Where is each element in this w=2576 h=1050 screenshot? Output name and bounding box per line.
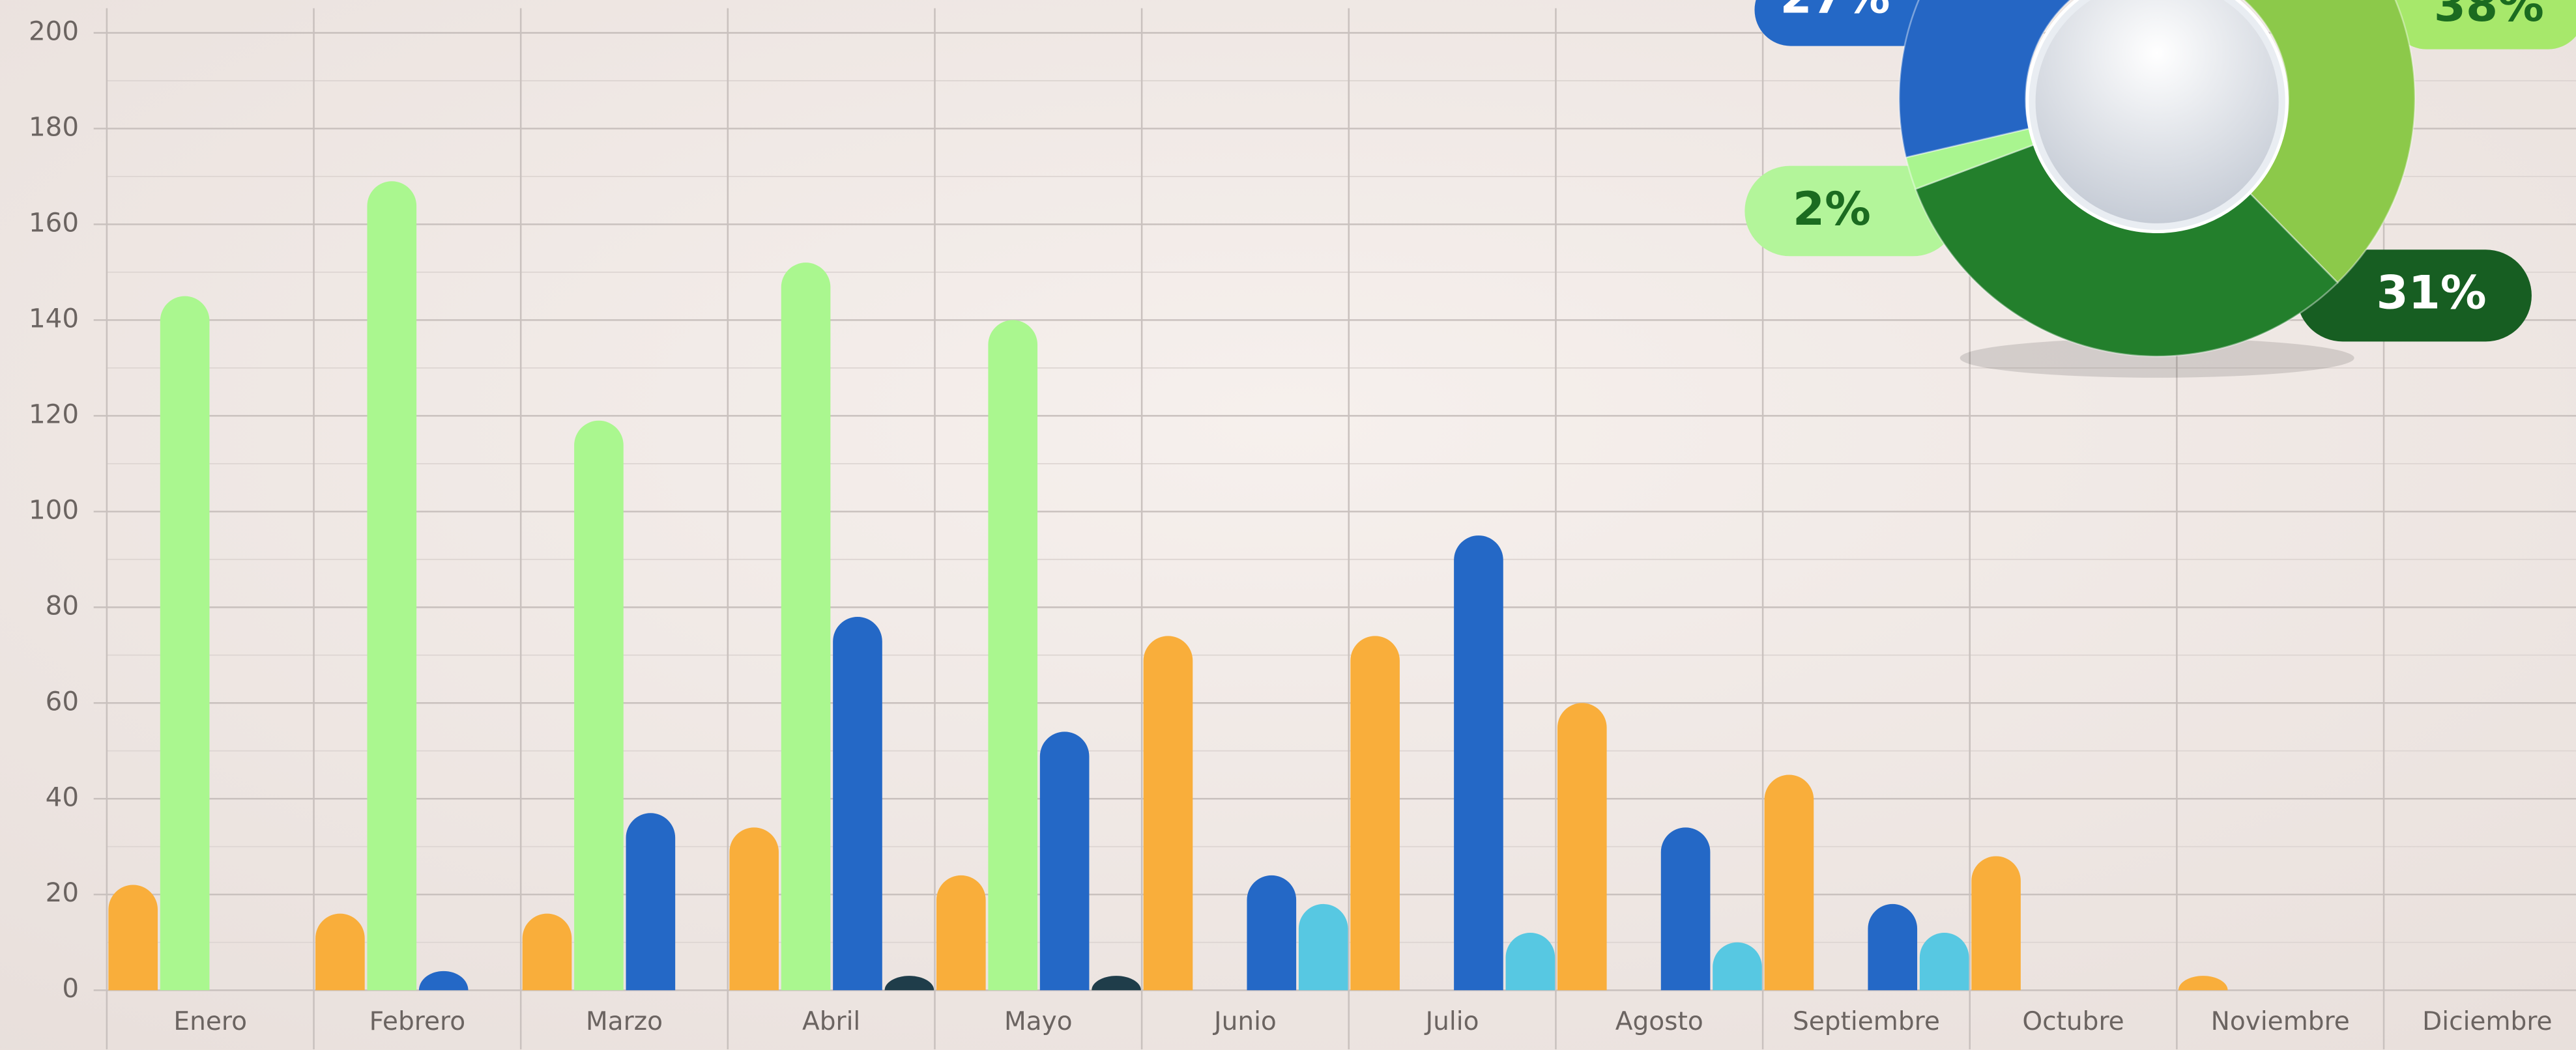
page: 0 20 40 60 80 100 120 140 160 180 200 Enero Febrero M… — [0, 0, 2576, 1050]
x-tick-label: Agosto — [1615, 1007, 1703, 1036]
x-tick-label: Septiembre — [1793, 1007, 1940, 1036]
bar — [1661, 827, 1711, 990]
bar — [729, 827, 779, 990]
bar — [160, 296, 210, 991]
x-tick-label: Enero — [173, 1007, 247, 1036]
bar — [1920, 933, 1969, 990]
y-tick-label: 20 — [46, 877, 79, 908]
bar — [1299, 904, 1348, 990]
y-tick-label: 100 — [29, 494, 79, 525]
slice-label: 2% — [1793, 182, 1871, 236]
bar — [1868, 904, 1917, 990]
x-tick-label: Julio — [1424, 1007, 1479, 1036]
bar — [315, 914, 365, 991]
bar — [367, 181, 416, 990]
slice-label: 38% — [2434, 0, 2544, 32]
x-tick-label: Abril — [802, 1007, 860, 1036]
x-tick-label: Marzo — [586, 1007, 663, 1036]
slice-label: 31% — [2377, 265, 2487, 319]
bar — [1765, 775, 1814, 991]
x-tick-label: Noviembre — [2211, 1007, 2350, 1036]
bar — [1454, 535, 1503, 990]
bar — [523, 914, 572, 991]
bar — [1144, 636, 1193, 990]
bar — [1557, 703, 1607, 990]
x-tick-label: Junio — [1212, 1007, 1277, 1036]
y-tick-label: 40 — [46, 782, 79, 812]
bar — [1350, 636, 1400, 990]
y-tick-label: 80 — [46, 590, 79, 621]
bar — [1971, 856, 2021, 990]
bar — [936, 875, 986, 990]
bar — [1247, 875, 1296, 990]
bar — [833, 617, 882, 990]
bar — [988, 320, 1037, 990]
bar — [1040, 731, 1090, 990]
y-tick-label: 140 — [29, 303, 79, 333]
bar — [1506, 933, 1556, 990]
bar — [781, 262, 831, 990]
bar — [108, 885, 158, 991]
y-tick-label: 120 — [29, 399, 79, 429]
y-tick-label: 160 — [29, 207, 79, 238]
x-tick-label: Febrero — [369, 1007, 466, 1036]
bar — [1713, 943, 1762, 990]
bar — [626, 813, 676, 990]
bar — [574, 421, 624, 991]
y-tick-label: 0 — [62, 973, 79, 1004]
y-tick-label: 180 — [29, 111, 79, 142]
y-tick-label: 60 — [46, 686, 79, 717]
x-tick-label: Octubre — [2022, 1007, 2124, 1036]
slice-label: 27% — [1780, 0, 1890, 24]
chart: 0 20 40 60 80 100 120 140 160 180 200 Enero Febrero M… — [0, 0, 2576, 1050]
y-tick-label: 200 — [29, 16, 79, 46]
x-tick-label: Mayo — [1004, 1007, 1073, 1036]
x-tick-label: Diciembre — [2422, 1007, 2552, 1036]
